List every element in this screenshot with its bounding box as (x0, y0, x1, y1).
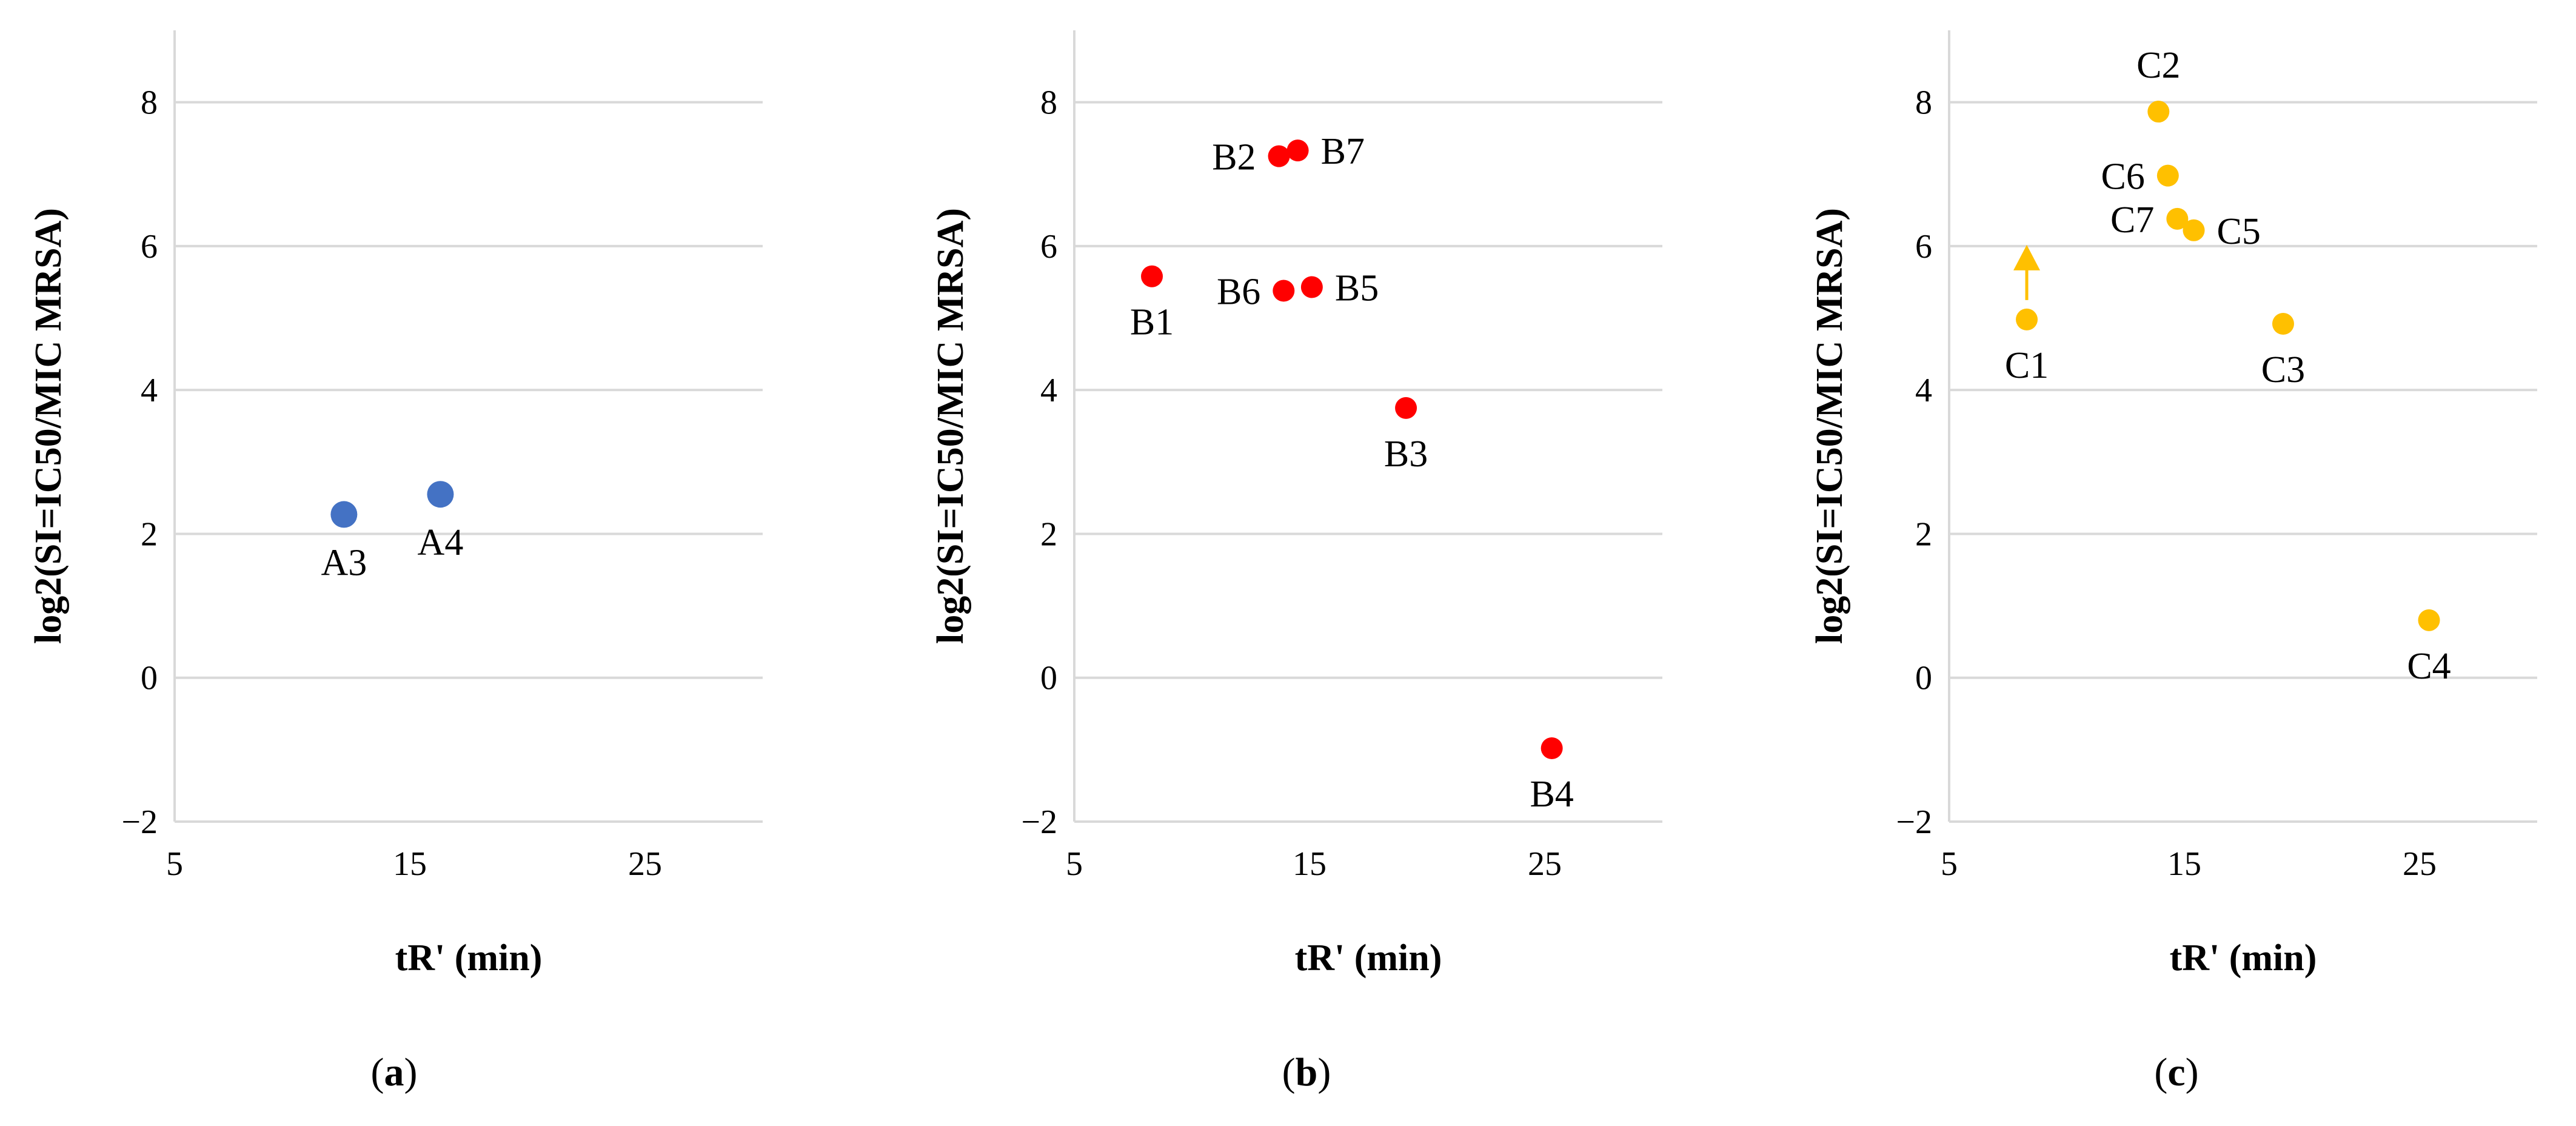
point-label: B4 (1530, 774, 1573, 815)
caption-letter: b (1296, 1050, 1318, 1094)
data-point-C6 (2156, 164, 2179, 187)
y-tick-label: 0 (141, 660, 158, 697)
x-tick-label: 25 (2403, 845, 2437, 883)
y-tick-label: 6 (141, 228, 158, 266)
point-label: B6 (1217, 271, 1260, 312)
up-arrow-icon (2013, 244, 2041, 270)
data-point-C3 (2272, 313, 2294, 335)
y-tick-label: 0 (1040, 660, 1057, 697)
point-label: C7 (2110, 199, 2154, 241)
point-label: B7 (1321, 131, 1365, 172)
y-tick-label: −2 (1896, 803, 1932, 841)
x-tick-label: 5 (1066, 845, 1083, 883)
data-point-C5 (2183, 219, 2205, 241)
data-point-A4 (427, 481, 454, 508)
y-axis-title: log2(SI=IC50/MIC MRSA) (28, 208, 69, 644)
x-tick-label: 15 (393, 845, 427, 883)
x-tick-label: 5 (1941, 845, 1958, 883)
y-tick-label: 2 (1915, 515, 1932, 553)
y-tick-label: 4 (1040, 372, 1057, 409)
x-tick-label: 15 (2167, 845, 2201, 883)
data-point-C1 (2016, 308, 2038, 330)
y-tick-label: −2 (1021, 803, 1057, 841)
point-label: A4 (418, 522, 464, 563)
y-tick-label: −2 (121, 803, 158, 841)
panel-caption: (c) (2154, 1050, 2198, 1094)
point-label: C1 (2005, 345, 2049, 386)
point-label: C6 (2101, 156, 2144, 198)
x-tick-label: 15 (1293, 845, 1326, 883)
data-point-B7 (1286, 139, 1309, 162)
y-tick-label: 2 (1040, 515, 1057, 553)
y-tick-label: 6 (1040, 228, 1057, 266)
y-tick-label: 0 (1915, 660, 1932, 697)
point-label: C3 (2261, 349, 2305, 390)
data-point-B4 (1541, 737, 1563, 759)
data-point-C4 (2418, 609, 2440, 631)
x-axis-title: tR' (min) (2170, 937, 2317, 979)
panel-c: −2 0 2 4 6 8 5 15 25 tR' (min) log2(SI=IC50/MIC MR… (1809, 30, 2537, 1094)
y-tick-label: 4 (141, 372, 158, 409)
x-tick-label: 25 (1528, 845, 1562, 883)
point-label: C2 (2136, 45, 2180, 86)
caption-open-paren: ( (371, 1050, 384, 1094)
point-label: B1 (1130, 302, 1174, 343)
y-tick-label: 8 (1915, 84, 1932, 122)
point-label: A3 (321, 542, 367, 583)
y-tick-label: 8 (1040, 84, 1057, 122)
y-tick-label: 8 (141, 84, 158, 122)
caption-close-paren: ) (1317, 1050, 1331, 1094)
data-point-B5 (1300, 276, 1323, 298)
data-point-B2 (1268, 145, 1290, 167)
x-tick-label: 5 (166, 845, 183, 883)
point-label: B5 (1335, 268, 1379, 309)
x-tick-label: 25 (628, 845, 662, 883)
caption-open-paren: ( (1282, 1050, 1296, 1094)
data-point-B1 (1141, 265, 1163, 287)
point-label: B3 (1384, 434, 1428, 475)
caption-letter: c (2167, 1050, 2185, 1094)
x-axis-title: tR' (min) (1295, 937, 1442, 979)
point-label: C5 (2217, 211, 2261, 252)
caption-close-paren: ) (2186, 1050, 2199, 1094)
data-point-C2 (2147, 101, 2170, 123)
point-label: B2 (1212, 137, 1256, 178)
data-point-A3 (330, 501, 358, 528)
caption-letter: a (384, 1050, 404, 1094)
data-point-B6 (1273, 280, 1295, 302)
x-axis-title: tR' (min) (395, 937, 543, 979)
caption-close-paren: ) (404, 1050, 418, 1094)
panel-a: −2 0 2 4 6 8 5 15 25 tR' (min) log2(SI=IC50/MIC MR… (28, 30, 763, 1094)
y-tick-label: 2 (141, 515, 158, 553)
caption-open-paren: ( (2154, 1050, 2167, 1094)
panel-caption: (b) (1282, 1050, 1331, 1094)
data-point-B3 (1395, 397, 1417, 419)
y-tick-label: 6 (1915, 228, 1932, 266)
y-tick-label: 4 (1915, 372, 1932, 409)
y-axis-title: log2(SI=IC50/MIC MRSA) (1809, 208, 1850, 644)
data-point-C7 (2166, 207, 2189, 230)
point-label: C4 (2407, 646, 2451, 687)
panel-caption: (a) (371, 1050, 418, 1094)
y-axis-title: log2(SI=IC50/MIC MRSA) (930, 208, 971, 644)
panel-b: −2 0 2 4 6 8 5 15 25 tR' (min) log2(SI=IC50/MIC MR… (930, 30, 1662, 1094)
